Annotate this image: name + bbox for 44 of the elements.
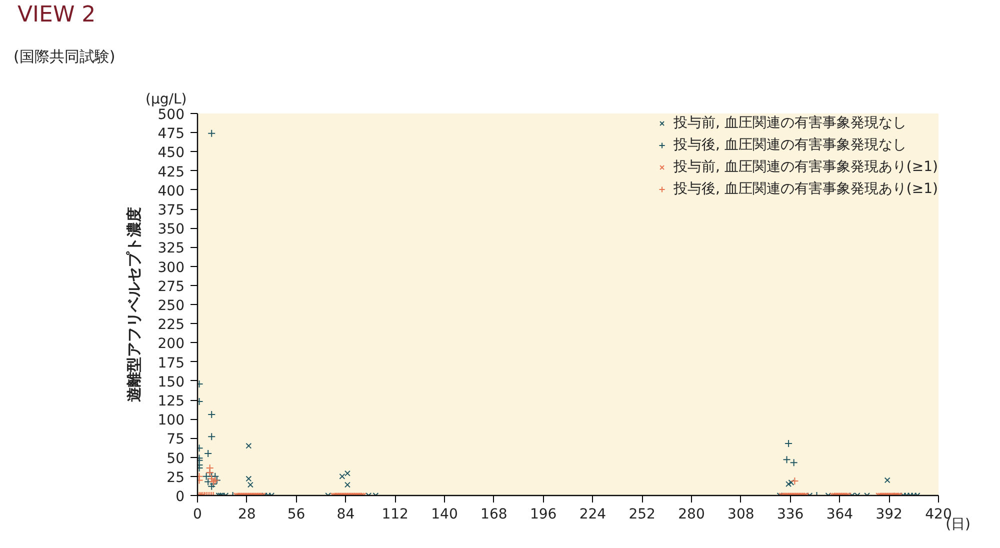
y-tick-label: 475 xyxy=(158,126,185,142)
x-tick-label: 224 xyxy=(579,506,606,522)
x-tick-label: 280 xyxy=(678,506,705,522)
y-tick-label: 0 xyxy=(176,489,185,505)
x-tick-label: 28 xyxy=(238,506,256,522)
y-tick-label: 250 xyxy=(158,298,185,314)
text: (国際共同試験) xyxy=(14,48,116,66)
x-tick-label: 364 xyxy=(826,506,854,522)
y-tick-label: 75 xyxy=(166,432,185,448)
y-tick-label: 300 xyxy=(158,260,185,276)
y-tick-label: 175 xyxy=(158,355,185,372)
legend-label: 投与後, 血圧関連の有害事象発現あり(≥1) xyxy=(674,180,938,198)
y-tick-label: 125 xyxy=(158,394,185,410)
y-tick-label: 200 xyxy=(158,336,185,352)
legend-label: 投与前, 血圧関連の有害事象発現あり(≥1) xyxy=(674,158,938,176)
x-tick-label: 112 xyxy=(382,506,408,522)
x-tick-label: 196 xyxy=(530,506,557,522)
x-tick-label: 168 xyxy=(480,506,508,522)
chart-title: VIEW 2 xyxy=(18,2,96,28)
y-tick-label: 100 xyxy=(158,412,185,429)
y-tick-label: 375 xyxy=(158,202,185,218)
x-tick-label: 0 xyxy=(193,506,202,522)
y-tick-label: 275 xyxy=(158,278,185,295)
y-tick-label: 400 xyxy=(158,183,185,200)
x-tick-label: 392 xyxy=(876,506,902,522)
y-axis-title: 遊離型アフリベルセプト濃度 xyxy=(124,207,143,402)
y-tick-label: 225 xyxy=(158,317,185,334)
y-tick-label: 325 xyxy=(158,240,185,257)
y-tick-label: 25 xyxy=(166,470,185,486)
x-tick-label: 56 xyxy=(287,506,306,522)
x-tick-label: 308 xyxy=(728,506,754,522)
y-tick-label: 450 xyxy=(158,145,185,162)
legend-label: 投与前, 血圧関連の有害事象発現なし xyxy=(674,114,906,132)
y-tick-label: 50 xyxy=(166,450,185,467)
x-tick-label: 84 xyxy=(336,506,355,522)
text: (μg/L) xyxy=(146,92,187,108)
y-tick-label: 350 xyxy=(158,222,185,238)
y-tick-label: 425 xyxy=(158,164,185,180)
x-tick-label: 336 xyxy=(776,506,804,522)
x-tick-label: 252 xyxy=(628,506,656,522)
x-tick-label: 140 xyxy=(431,506,458,522)
y-tick-label: 150 xyxy=(158,374,185,390)
y-tick-label: 500 xyxy=(158,107,185,123)
legend-label: 投与後, 血圧関連の有害事象発現なし xyxy=(674,136,906,154)
